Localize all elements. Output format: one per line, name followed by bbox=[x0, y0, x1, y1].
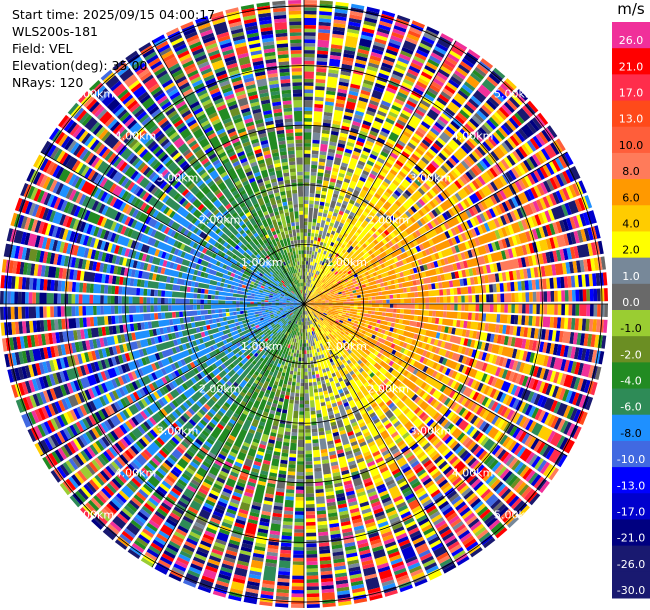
ring-label: 3.00km bbox=[157, 172, 199, 185]
ring-label: 1.00km bbox=[241, 256, 283, 269]
ring-label: 1.00km bbox=[241, 340, 283, 353]
colorbar-bin bbox=[612, 283, 650, 311]
colorbar-tick-label: -10.0 bbox=[617, 453, 645, 466]
azimuth-line-210 bbox=[151, 303, 305, 568]
instrument-name: WLS200s-181 bbox=[12, 24, 98, 39]
colorbar-tick-label: -13.0 bbox=[617, 479, 645, 492]
colorbar-bin bbox=[612, 414, 650, 442]
nrays: NRays: 120 bbox=[12, 75, 84, 90]
colorbar-bin bbox=[612, 126, 650, 154]
ring-label: 5.00km bbox=[494, 87, 536, 100]
colorbar-bin bbox=[612, 48, 650, 75]
colorbar-bin bbox=[612, 179, 650, 206]
colorbar-bin bbox=[612, 310, 650, 337]
velocity-gates bbox=[3, 3, 601, 596]
azimuth-line-60 bbox=[303, 151, 568, 305]
start-time: Start time: 2025/09/15 04:00:17 bbox=[12, 7, 216, 22]
azimuth-line-150 bbox=[303, 303, 457, 568]
colorbar-bin bbox=[612, 336, 650, 363]
colorbar-tick-label: -2.0 bbox=[620, 348, 641, 361]
velocity-gates bbox=[3, 10, 597, 602]
colorbar-bin bbox=[612, 545, 650, 573]
ring-label: 2.00km bbox=[368, 382, 410, 395]
ring-label: 3.00km bbox=[157, 424, 199, 437]
azimuth-line-240 bbox=[40, 303, 305, 457]
ring-label: 2.00km bbox=[199, 382, 241, 395]
colorbar-bin bbox=[612, 22, 650, 49]
colorbar-title: m/s bbox=[617, 0, 645, 18]
azimuth-lines bbox=[0, 0, 608, 608]
colorbar-tick-label: -30.0 bbox=[617, 584, 645, 597]
ring-label: 4.00km bbox=[452, 129, 494, 142]
colorbar-tick-label: -1.0 bbox=[620, 322, 641, 335]
colorbar-bin bbox=[612, 152, 650, 180]
colorbar-bin bbox=[612, 100, 650, 128]
velocity-gates bbox=[0, 9, 605, 607]
ring-label: 2.00km bbox=[368, 214, 410, 227]
colorbar-bin bbox=[612, 493, 650, 520]
velocity-gates bbox=[15, 7, 582, 593]
colorbar-bin bbox=[612, 205, 650, 232]
ring-label: 1.00km bbox=[325, 340, 367, 353]
ring-label: 5.00km bbox=[72, 87, 114, 100]
colorbar-tick-label: 6.0 bbox=[622, 191, 640, 204]
ring-label: 3.00km bbox=[410, 172, 452, 185]
colorbar-tick-label: 8.0 bbox=[622, 165, 640, 178]
ring-label: 5.00km bbox=[72, 509, 114, 522]
colorbar-tick-label: -6.0 bbox=[620, 401, 641, 414]
colorbar-tick-label: 10.0 bbox=[619, 139, 644, 152]
azimuth-line-300 bbox=[40, 151, 305, 305]
colorbar-bin bbox=[612, 74, 650, 102]
azimuth-line-330 bbox=[151, 40, 305, 305]
colorbar-tick-label: -21.0 bbox=[617, 532, 645, 545]
azimuth-line-30 bbox=[303, 40, 457, 305]
azimuth-line-120 bbox=[303, 303, 568, 457]
colorbar-tick-label: 21.0 bbox=[619, 60, 644, 73]
colorbar-tick-label: -4.0 bbox=[620, 375, 641, 388]
colorbar-tick-label: -8.0 bbox=[620, 427, 641, 440]
colorbar-tick-label: 0.0 bbox=[622, 296, 640, 309]
colorbar-tick-label: 13.0 bbox=[619, 113, 644, 126]
colorbar-tick-label: 4.0 bbox=[622, 217, 640, 230]
colorbar-tick-label: 2.0 bbox=[622, 244, 640, 257]
colorbar-bin bbox=[612, 440, 650, 468]
velocity-rays bbox=[0, 0, 608, 609]
ring-label: 4.00km bbox=[115, 129, 157, 142]
colorbar-bin bbox=[612, 467, 650, 494]
velocity-gates bbox=[0, 7, 607, 598]
ring-label: 3.00km bbox=[410, 424, 452, 437]
scan-info: Start time: 2025/09/15 04:00:17 WLS200s-… bbox=[12, 6, 215, 91]
ring-label: 5.00km bbox=[494, 509, 536, 522]
colorbar-bin bbox=[612, 257, 650, 285]
ring-label: 1.00km bbox=[325, 256, 367, 269]
ring-label: 2.00km bbox=[199, 214, 241, 227]
colorbar-tick-label: 17.0 bbox=[619, 87, 644, 100]
ring-label: 4.00km bbox=[452, 467, 494, 480]
colorbar-tick-label: -17.0 bbox=[617, 505, 645, 518]
colorbar-bin bbox=[612, 362, 650, 390]
field-name: Field: VEL bbox=[12, 41, 73, 56]
colorbar-tick-label: 1.0 bbox=[622, 270, 640, 283]
colorbar-tick-label: 26.0 bbox=[619, 34, 644, 47]
ring-label: 4.00km bbox=[115, 467, 157, 480]
colorbar-bin bbox=[612, 519, 650, 547]
elevation: Elevation(deg): 35.00 bbox=[12, 58, 148, 73]
colorbar-bin bbox=[612, 388, 650, 416]
ring-labels: 1.00km 2.00km 3.00km 4.00km 5.00km 1.00km 2.00… bbox=[72, 87, 535, 521]
colorbar-tick-label: -26.0 bbox=[617, 558, 645, 571]
colorbar-bin bbox=[612, 571, 650, 599]
colorbar: 26.0 21.0 17.0 13.0 10.0 8.0 6.0 4.0 2.0 1.0 0.0 -1… bbox=[612, 22, 650, 599]
colorbar-bin bbox=[612, 231, 650, 259]
